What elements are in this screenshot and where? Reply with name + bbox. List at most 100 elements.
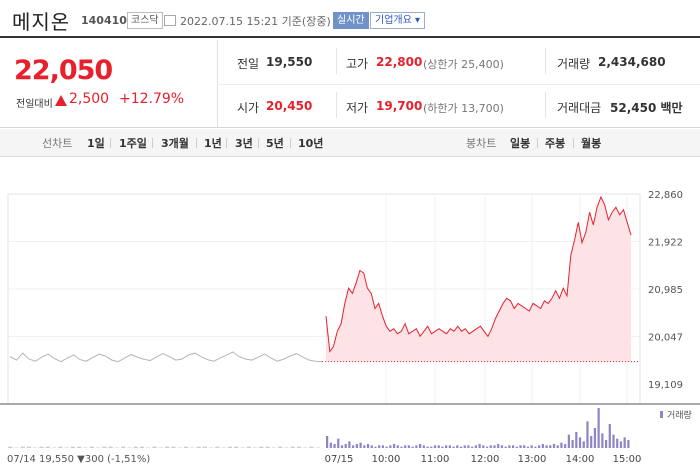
volume-bar [202,446,207,448]
volume-bar [534,446,537,448]
change-label: 전일대비 [16,99,53,110]
lower-limit: (하한가 13,700) [423,102,504,115]
volume-bar [445,445,448,448]
stock-name: 메지온 [12,10,71,34]
volume-bar [627,440,630,448]
volume-bar [121,446,126,448]
volume-legend: 거래량 [667,409,692,421]
y-tick-label: 19,109 [648,380,683,391]
upper-limit: (상한가 25,400) [423,58,504,71]
y-tick-label: 22,860 [648,190,683,201]
volume-bar [433,445,437,448]
volume-bar [39,446,44,448]
divider [290,138,291,148]
prev-close-label: 전일 [237,57,260,71]
volume-bar [158,447,163,448]
volume-bar [478,444,481,448]
today-price-line [325,195,632,353]
volume-bar [474,445,477,448]
amount-value: 52,450 백만 [610,101,683,115]
volume-bar [515,446,518,448]
volume-bar [227,446,233,448]
volume-bar [552,444,556,448]
volume-bar [523,445,526,448]
divider [336,48,337,74]
volume-bar [177,447,182,448]
volume-bar [437,445,440,448]
volume-bar [541,444,544,448]
volume-bar [183,446,189,448]
volume-bar [616,438,619,448]
period-weekly[interactable]: 주봉 [545,137,566,150]
volume-bar [407,445,411,448]
volume-bar [326,436,329,448]
volume-bar [234,446,239,448]
period-1w[interactable]: 1주일 [119,137,147,150]
line-chart-label: 선차트 [42,137,73,150]
volume-bar [564,444,567,448]
divider [545,92,546,118]
low-label: 저가 [346,101,369,115]
amount-label: 거래대금 [557,101,602,115]
volume-bar [404,445,407,448]
period-3m[interactable]: 3개월 [161,137,189,150]
volume-bar [497,444,500,448]
volume-bar [352,445,355,448]
volume-bar [418,444,422,448]
period-1d[interactable]: 1일 [87,137,105,150]
volume-bar [348,441,351,448]
x-tick-label: 11:00 [421,454,450,465]
company-overview-dropdown[interactable]: 기업개요 ▾ [370,12,425,29]
y-tick-label: 21,922 [648,238,683,249]
volume-bar [489,445,492,448]
volume-bar [411,446,414,448]
period-10y[interactable]: 10년 [298,137,324,150]
period-3y[interactable]: 3년 [235,137,253,150]
volume-bar [463,445,466,448]
x-tick-label: 12:00 [471,454,500,465]
open-value: 20,450 [266,99,313,113]
volume-bar [315,447,320,448]
volume-bar [366,444,370,448]
period-daily[interactable]: 일봉 [510,137,531,150]
today-price-area [326,197,631,362]
volume-bar [108,446,113,448]
period-5y[interactable]: 5년 [266,137,284,150]
volume-bar [526,446,530,448]
volume-bar [467,445,470,448]
volume-bar [114,447,120,448]
volume-bar [284,447,289,448]
price-summary [0,40,700,128]
realtime-button[interactable]: 실시간 [333,12,369,29]
volume-bar [374,446,377,448]
volume-bar [459,446,463,448]
quote-datetime: 2022.07.15 15:21 기준(장중) [180,15,331,28]
volume-bar [471,446,474,448]
volume-bar [426,446,429,448]
volume-bar [8,446,13,448]
x-tick-label: 14:00 [566,454,595,465]
volume-bar [344,444,347,448]
period-monthly[interactable]: 월봉 [581,137,602,150]
market-badge: 코스닥 [127,12,163,29]
volume-bar [556,445,559,448]
divider [110,138,111,148]
period-1y[interactable]: 1년 [204,137,222,150]
price-chart: 22,860 21,922 20,985 20,047 19,109 07/15 10:0… [0,190,700,465]
volume-bar [89,446,94,448]
plot-frame [7,193,641,405]
volume-bar [441,446,444,448]
volume-bar [208,447,214,448]
volume-bar [64,447,69,448]
volume-bar [538,445,541,448]
prev-day-price-line [9,351,323,363]
current-price: 22,050 [14,55,113,86]
y-tick-label: 20,047 [648,333,683,344]
volume-bar [560,442,563,448]
volume-bar [355,444,358,448]
volume-bar [45,446,50,448]
volume-bar [545,445,548,448]
volume-bar [400,446,403,448]
volume-bar [309,446,314,448]
volume-bar [133,446,138,448]
